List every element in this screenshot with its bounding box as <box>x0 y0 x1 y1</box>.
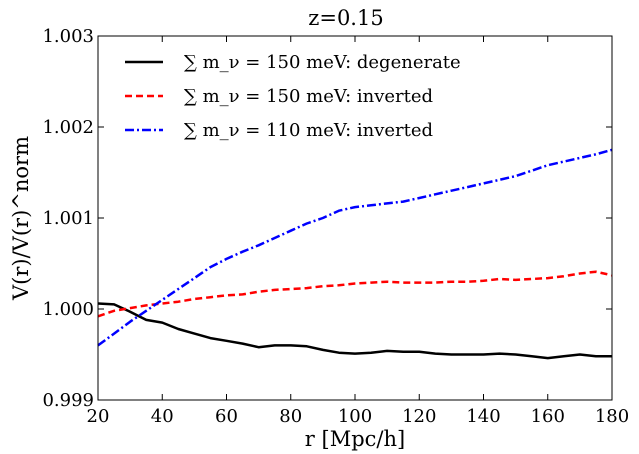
series-line-2 <box>97 270 613 318</box>
x-tick-label: 20 <box>87 406 110 427</box>
series-line-1 <box>97 302 612 360</box>
y-tick-label: 1.003 <box>42 26 94 47</box>
x-tick-label: 160 <box>531 406 565 427</box>
x-tick-label: 100 <box>338 406 372 427</box>
x-tick-label: 60 <box>215 406 238 427</box>
x-tick-label: 80 <box>279 406 302 427</box>
x-axis-label: r [Mpc/h] <box>305 427 405 451</box>
y-tick-label: 1.002 <box>42 117 94 138</box>
x-tick-label: 40 <box>151 406 174 427</box>
legend: ∑ m_ν = 150 meV: degenerate ∑ m_ν = 150 m… <box>125 52 461 141</box>
legend-label-1: ∑ m_ν = 150 meV: degenerate <box>184 52 461 73</box>
series-line-3 <box>97 148 613 347</box>
plot-lines <box>97 148 613 360</box>
x-tick-label: 180 <box>595 406 629 427</box>
x-tick-label: 120 <box>402 406 436 427</box>
y-tick-label: 1.001 <box>42 208 94 229</box>
legend-label-3: ∑ m_ν = 110 meV: inverted <box>184 120 433 141</box>
legend-label-2: ∑ m_ν = 150 meV: inverted <box>184 86 433 107</box>
y-axis-label: V(r)/V(r)^norm <box>9 136 33 301</box>
x-tick-label: 140 <box>466 406 500 427</box>
chart-title: z=0.15 <box>308 6 383 30</box>
axis-ticks: 20 40 60 80 100 120 140 160 180 0.999 1.000 1.001 1.… <box>42 26 629 427</box>
y-tick-label: 1.000 <box>42 299 94 320</box>
y-tick-label: 0.999 <box>42 390 94 411</box>
